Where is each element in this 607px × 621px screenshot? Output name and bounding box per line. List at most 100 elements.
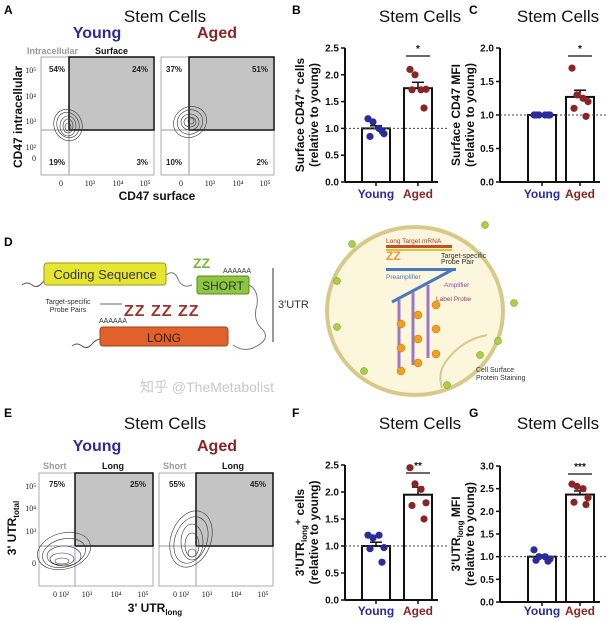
- probe-pair-zz: ZZ: [386, 249, 401, 263]
- y-tick-label: 2.5: [480, 484, 494, 495]
- y-tick-label: 0.5: [480, 575, 494, 586]
- y-tick-label: 0.5: [325, 151, 339, 162]
- data-point: [570, 498, 578, 506]
- gate-label-intracellular: Intracellular: [27, 46, 79, 56]
- y-tick-label: 0.0: [480, 598, 494, 609]
- y-tick-label: 1.5: [325, 515, 339, 526]
- data-point: [369, 118, 377, 126]
- data-point: [378, 558, 386, 566]
- data-point: [378, 127, 386, 135]
- contour: [169, 510, 213, 568]
- data-point: [417, 485, 425, 493]
- panel-label-g: G: [469, 406, 478, 420]
- panel-f: F Stem Cells 3'UTRlong⁺ cells (relative to …: [292, 406, 461, 618]
- quadrant-ll: 10%: [166, 158, 182, 167]
- x-tick: 10⁴: [233, 179, 244, 188]
- gate-label-long: Long: [222, 461, 244, 471]
- data-point: [584, 494, 592, 502]
- short-probe-zz: ZZ: [193, 255, 211, 271]
- long-gate: [74, 472, 154, 547]
- y-axis-label: 3' UTRtotal: [5, 501, 21, 555]
- contour: [37, 531, 91, 571]
- bar-aged: [403, 493, 433, 602]
- y-tick-label: 0.5: [325, 569, 339, 580]
- panel-label-c: C: [469, 3, 478, 17]
- x-category-young: Young: [524, 604, 560, 618]
- label-probe-label: Label Probe: [436, 296, 471, 303]
- significance-stars: **: [414, 461, 422, 472]
- panel-e-title: Stem Cells: [124, 414, 206, 433]
- x-tick: 10⁴: [231, 590, 242, 599]
- data-point: [584, 98, 592, 106]
- quadrant-ur: 51%: [252, 65, 268, 74]
- gate-percent-long: 25%: [130, 480, 146, 489]
- data-point: [568, 64, 576, 72]
- aged-label: Aged: [197, 438, 237, 455]
- x-category-aged: Aged: [403, 604, 433, 618]
- panel-a: A Stem Cells Young Aged Intracellular Su…: [4, 3, 275, 203]
- coding-sequence-label: Coding Sequence: [53, 267, 156, 282]
- young-label: Young: [73, 25, 122, 42]
- y-tick-label: 2.5: [325, 461, 339, 472]
- x-axis-label: CD47 surface: [119, 189, 196, 203]
- y-tick-label: 1.0: [325, 124, 339, 135]
- data-point: [406, 65, 414, 74]
- y-tick-label: 0.0: [325, 178, 339, 189]
- x-category-aged: Aged: [565, 604, 595, 618]
- x-tick: 10³: [202, 590, 213, 599]
- x-tick: 10⁵: [140, 179, 151, 188]
- surface-gate: [188, 56, 275, 131]
- y-tick-label: 2.0: [480, 44, 494, 55]
- surface-staining-label: Cell Surface Protein Staining: [476, 367, 526, 382]
- flow-plot-aged: 37% 51% 10% 2% 0 10³ 10⁴ 10⁵: [160, 56, 275, 188]
- panel-label-a: A: [4, 3, 13, 17]
- gate-label-long: Long: [102, 461, 124, 471]
- y-axis-label-secondary: (relative to young): [463, 63, 477, 167]
- data-point: [366, 132, 374, 141]
- y-axis-label: 3'UTRlong⁺ cells: [293, 488, 309, 576]
- y-tick: 10⁴: [25, 92, 36, 101]
- data-point: [380, 544, 388, 552]
- panel-c: C Stem Cells Surface CD47 MFI (relative to …: [449, 3, 607, 201]
- significance-stars: *: [416, 44, 420, 55]
- flow-plot-young: 75% 25% 0 10² 10³ 10⁴ 10⁵: [37, 472, 154, 599]
- long-target-mrna-label: Long Target mRNA: [386, 238, 442, 245]
- quadrant-lr: 2%: [256, 158, 268, 167]
- data-point: [408, 501, 416, 510]
- x-tick: 10³: [205, 179, 216, 188]
- data-point: [579, 485, 587, 493]
- aged-label: Aged: [197, 25, 237, 42]
- gate-label-short: Short: [163, 461, 187, 471]
- panel-label-e: E: [4, 406, 12, 420]
- y-tick: 0: [32, 154, 36, 163]
- y-tick: 10²: [26, 143, 37, 152]
- long-utr-block: [99, 326, 229, 347]
- data-point: [366, 545, 374, 553]
- y-tick-label: 1.5: [325, 97, 339, 108]
- gate-percent-short: 75%: [49, 480, 65, 489]
- gate-label-surface: Surface: [95, 46, 128, 56]
- preamplifier-label: Preamplifier: [386, 274, 422, 281]
- panel-d: D Coding Sequence ZZ AAAAAA SHORT 3'UTR …: [4, 221, 526, 397]
- y-tick: 10³: [26, 527, 37, 536]
- quadrant-lr: 3%: [136, 158, 148, 167]
- chart-title: Stem Cells: [517, 7, 599, 26]
- y-tick-label: 3.0: [480, 462, 494, 473]
- y-axis-label: Surface CD47 MFI: [449, 64, 463, 166]
- panel-label-d: D: [4, 235, 13, 249]
- y-axis-ticks: 10⁵ 10⁴ 10³ 10² 0: [25, 66, 36, 163]
- young-label: Young: [73, 438, 122, 455]
- y-tick-label: 1.0: [480, 111, 494, 122]
- y-tick: 10³: [26, 117, 37, 126]
- y-tick-label: 1.5: [480, 530, 494, 541]
- x-tick: 10³: [82, 590, 93, 599]
- data-point: [408, 86, 416, 94]
- data-point: [422, 499, 430, 507]
- short-label: SHORT: [202, 279, 244, 293]
- x-category-young: Young: [358, 187, 394, 201]
- quadrant-ul: 54%: [49, 65, 65, 74]
- bar-aged: [565, 95, 595, 183]
- flow-plot-young: 54% 24% 19% 3% 0 10³ 10⁴ 10⁵: [40, 56, 155, 188]
- data-point: [570, 104, 578, 112]
